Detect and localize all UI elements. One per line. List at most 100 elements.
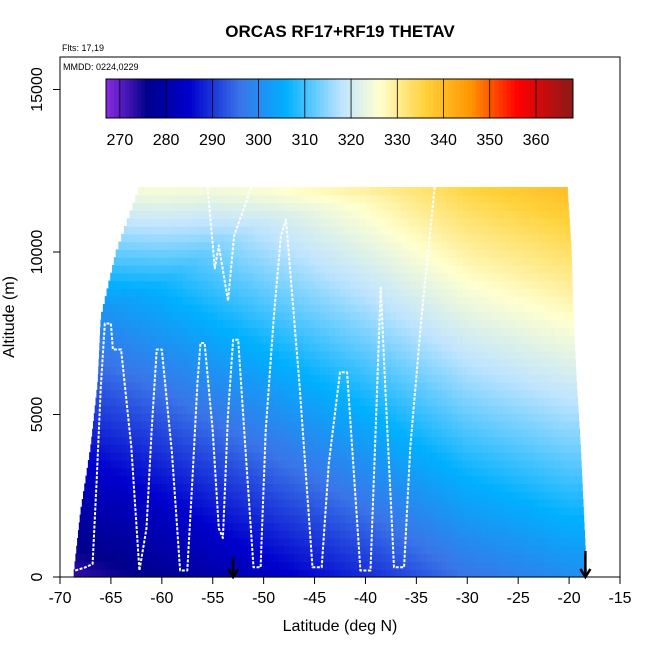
field-cell (192, 327, 199, 336)
field-cell (457, 522, 463, 531)
field-cell (340, 311, 346, 321)
field-cell (146, 296, 153, 305)
field-cell (253, 265, 260, 274)
field-cell (370, 545, 377, 555)
field-cell (401, 428, 407, 438)
field-cell (538, 272, 545, 282)
field-cell (548, 319, 555, 328)
field-cell (187, 569, 193, 578)
field-cell (131, 218, 137, 227)
field-cell (268, 389, 275, 399)
field-cell (197, 288, 204, 297)
field-cell (441, 272, 448, 282)
field-cell (360, 389, 367, 399)
field-cell (477, 257, 484, 266)
field-cell (273, 483, 280, 492)
field-cell (548, 343, 555, 352)
field-cell (436, 436, 443, 445)
field-cell (131, 561, 137, 570)
field-cell (217, 210, 224, 219)
field-cell (121, 249, 127, 258)
field-cell (248, 194, 255, 204)
field-cell (79, 514, 81, 523)
field-cell (258, 187, 265, 196)
field-cell (233, 491, 239, 500)
field-cell (564, 187, 568, 196)
field-cell (548, 350, 555, 360)
field-cell (523, 194, 529, 204)
field-cell (141, 202, 148, 211)
field-cell (523, 475, 529, 484)
field-cell (365, 530, 372, 539)
field-cell (192, 522, 199, 531)
field-cell (345, 506, 351, 516)
field-cell (309, 194, 316, 204)
field-cell (121, 522, 127, 531)
field-cell (411, 296, 417, 305)
field-cell (421, 467, 428, 477)
field-cell (85, 506, 92, 516)
field-cell (564, 374, 570, 383)
field-cell (340, 382, 346, 391)
field-cell (467, 343, 473, 352)
field-cell (508, 194, 514, 204)
field-cell (411, 288, 417, 297)
field-cell (355, 514, 361, 523)
field-cell (136, 194, 143, 204)
field-cell (482, 553, 489, 562)
field-cell (116, 304, 122, 313)
field-cell (350, 296, 356, 305)
field-cell (126, 553, 132, 562)
field-cell (222, 499, 229, 508)
field-cell (192, 241, 199, 250)
field-cell (487, 265, 494, 274)
field-cell (350, 545, 356, 555)
field-cell (497, 296, 504, 305)
field-cell (314, 460, 321, 469)
field-cell (441, 257, 448, 266)
field-cell (513, 522, 519, 531)
field-cell (574, 444, 580, 453)
field-cell (166, 280, 173, 289)
field-cell (421, 265, 428, 274)
field-cell (426, 218, 433, 227)
field-cell (187, 444, 193, 453)
field-cell (268, 210, 275, 219)
field-cell (121, 428, 127, 438)
field-cell (299, 436, 305, 445)
field-cell (523, 491, 529, 500)
field-cell (141, 545, 148, 555)
field-cell (441, 218, 448, 227)
field-cell (248, 428, 255, 438)
field-cell (92, 421, 97, 430)
field-cell (304, 218, 311, 227)
field-cell (416, 249, 423, 258)
field-cell (263, 397, 270, 406)
colorbar-segment (218, 79, 224, 118)
field-cell (564, 249, 570, 258)
field-cell (467, 288, 473, 297)
field-cell (396, 491, 402, 500)
field-cell (441, 233, 448, 243)
field-cell (156, 452, 163, 461)
field-cell (558, 194, 565, 204)
field-cell (202, 233, 209, 243)
field-cell (355, 343, 361, 352)
field-cell (187, 382, 193, 391)
field-cell (121, 304, 127, 313)
field-cell (304, 226, 311, 235)
field-cell (314, 545, 321, 555)
field-cell (197, 335, 204, 344)
field-cell (243, 483, 249, 492)
field-cell (370, 311, 377, 321)
colorbar-tick-label: 270 (107, 132, 134, 149)
field-cell (416, 218, 423, 227)
field-cell (314, 374, 321, 383)
field-cell (416, 202, 423, 211)
field-cell (390, 389, 397, 399)
field-cell (396, 249, 402, 258)
field-cell (370, 561, 377, 570)
field-cell (319, 374, 326, 383)
field-cell (569, 272, 573, 282)
field-cell (538, 311, 545, 321)
